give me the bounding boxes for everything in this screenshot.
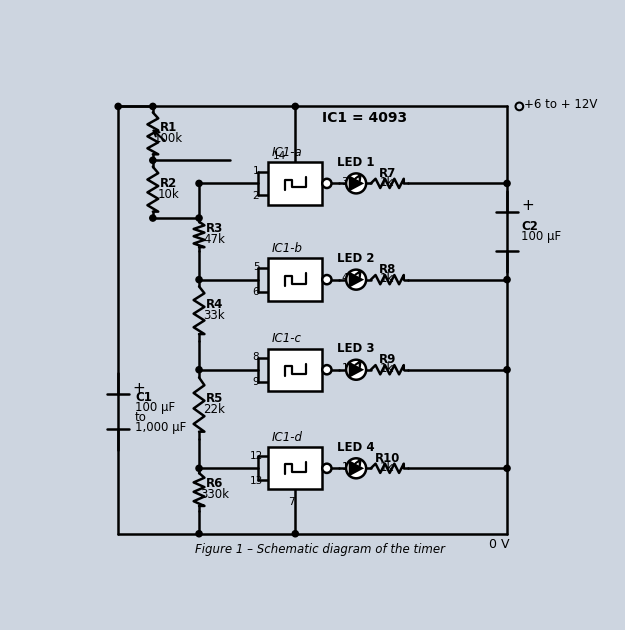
Text: 1k: 1k	[380, 272, 394, 285]
Circle shape	[504, 180, 510, 186]
Circle shape	[150, 158, 156, 163]
Circle shape	[346, 270, 366, 290]
Text: 6: 6	[253, 287, 259, 297]
Text: 10k: 10k	[158, 188, 179, 201]
Text: 100 μF: 100 μF	[521, 231, 561, 243]
Text: 2: 2	[253, 191, 259, 201]
Text: to: to	[135, 411, 147, 424]
Polygon shape	[350, 177, 361, 190]
Text: IC1-a: IC1-a	[272, 146, 303, 159]
Text: 1k: 1k	[380, 461, 394, 474]
Polygon shape	[350, 273, 361, 286]
Text: R6: R6	[206, 477, 223, 490]
Circle shape	[516, 103, 523, 110]
Bar	[268, 258, 322, 301]
Text: Figure 1 – Schematic diagram of the timer: Figure 1 – Schematic diagram of the time…	[195, 544, 445, 556]
Text: 11: 11	[341, 462, 355, 472]
Text: LED 4: LED 4	[338, 441, 375, 454]
Bar	[268, 348, 322, 391]
Circle shape	[196, 530, 202, 537]
Circle shape	[196, 215, 202, 221]
Circle shape	[346, 458, 366, 478]
Circle shape	[150, 215, 156, 221]
Text: 1k: 1k	[380, 362, 394, 375]
Circle shape	[504, 367, 510, 373]
Circle shape	[196, 180, 202, 186]
Text: LED 1: LED 1	[338, 156, 375, 169]
Circle shape	[504, 465, 510, 471]
Circle shape	[322, 365, 331, 374]
Text: C2: C2	[521, 220, 538, 233]
Text: C1: C1	[135, 391, 152, 404]
Text: 0 V: 0 V	[489, 538, 509, 551]
Text: R2: R2	[159, 176, 177, 190]
Text: LED 2: LED 2	[338, 253, 375, 265]
Text: 22k: 22k	[204, 403, 226, 416]
Text: R5: R5	[206, 392, 223, 405]
Text: LED 3: LED 3	[338, 343, 375, 355]
Polygon shape	[350, 462, 361, 474]
Circle shape	[196, 367, 202, 373]
Text: IC1-b: IC1-b	[272, 242, 303, 255]
Circle shape	[292, 530, 298, 537]
Text: 8: 8	[253, 352, 259, 362]
Text: 100 μF: 100 μF	[135, 401, 175, 414]
Text: 7: 7	[288, 497, 295, 507]
Text: 12: 12	[249, 450, 262, 461]
Circle shape	[196, 277, 202, 283]
Text: +6 to + 12V: +6 to + 12V	[524, 98, 598, 112]
Text: R4: R4	[206, 297, 223, 311]
Text: 100k: 100k	[154, 132, 182, 146]
Text: 330k: 330k	[200, 488, 229, 501]
Text: 13: 13	[249, 476, 262, 486]
Text: IC1-d: IC1-d	[272, 431, 303, 444]
Circle shape	[322, 275, 331, 284]
Text: 47k: 47k	[204, 233, 226, 246]
Text: R10: R10	[374, 452, 400, 465]
Bar	[268, 163, 322, 205]
Text: 4: 4	[341, 273, 348, 283]
Text: R1: R1	[159, 121, 177, 134]
Text: IC1 = 4093: IC1 = 4093	[322, 111, 407, 125]
Text: 10: 10	[341, 364, 354, 373]
Polygon shape	[350, 364, 361, 376]
Text: 33k: 33k	[204, 309, 225, 322]
Text: +: +	[521, 198, 534, 213]
Circle shape	[504, 277, 510, 283]
Text: IC1-c: IC1-c	[272, 332, 302, 345]
Circle shape	[322, 179, 331, 188]
Text: +: +	[132, 381, 145, 396]
Bar	[268, 447, 322, 490]
Text: 3: 3	[341, 177, 348, 187]
Text: 5: 5	[253, 262, 259, 272]
Circle shape	[115, 103, 121, 110]
Text: R7: R7	[379, 167, 396, 180]
Circle shape	[346, 173, 366, 193]
Text: 14: 14	[273, 151, 286, 161]
Text: 1,000 μF: 1,000 μF	[135, 421, 186, 434]
Text: R3: R3	[206, 222, 223, 235]
Text: 1: 1	[253, 166, 259, 176]
Circle shape	[346, 360, 366, 380]
Text: R9: R9	[379, 353, 396, 366]
Circle shape	[196, 465, 202, 471]
Text: R8: R8	[379, 263, 396, 276]
Circle shape	[150, 103, 156, 110]
Text: 9: 9	[253, 377, 259, 387]
Circle shape	[292, 103, 298, 110]
Text: 1k: 1k	[380, 176, 394, 189]
Circle shape	[322, 464, 331, 473]
